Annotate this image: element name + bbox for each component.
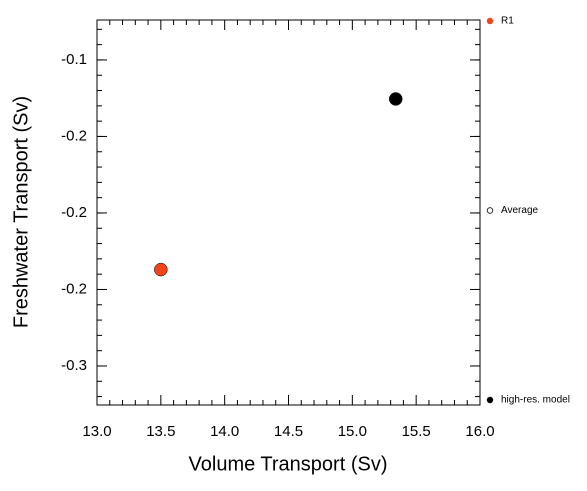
- y-tick-label: -0.2: [61, 280, 87, 297]
- x-tick-label: 13.0: [82, 423, 111, 440]
- x-axis-title: Volume Transport (Sv): [189, 453, 388, 475]
- x-tick-label: 14.5: [274, 423, 303, 440]
- y-tick-label: -0.3: [61, 357, 87, 374]
- y-tick-label: -0.2: [61, 204, 87, 221]
- legend-marker: [486, 17, 494, 25]
- point: [388, 92, 403, 106]
- legend-label: Average: [501, 205, 539, 216]
- x-tick-label: 16.0: [465, 423, 494, 440]
- legend-label: R1: [501, 16, 514, 27]
- legend-marker: [486, 396, 494, 404]
- x-tick-label: 13.5: [146, 423, 175, 440]
- x-tick-label: 15.5: [402, 423, 431, 440]
- y-tick-label: -0.1: [61, 51, 87, 68]
- plot-frame: [96, 19, 481, 406]
- point: [154, 262, 168, 277]
- legend-label: high-res. model: [501, 395, 570, 406]
- legend-marker: [486, 207, 494, 214]
- y-axis-title: Freshwater Transport (Sv): [10, 96, 32, 328]
- y-tick-label: -0.2: [61, 127, 87, 144]
- x-tick-label: 15.0: [338, 423, 367, 440]
- x-tick-label: 14.0: [210, 423, 239, 440]
